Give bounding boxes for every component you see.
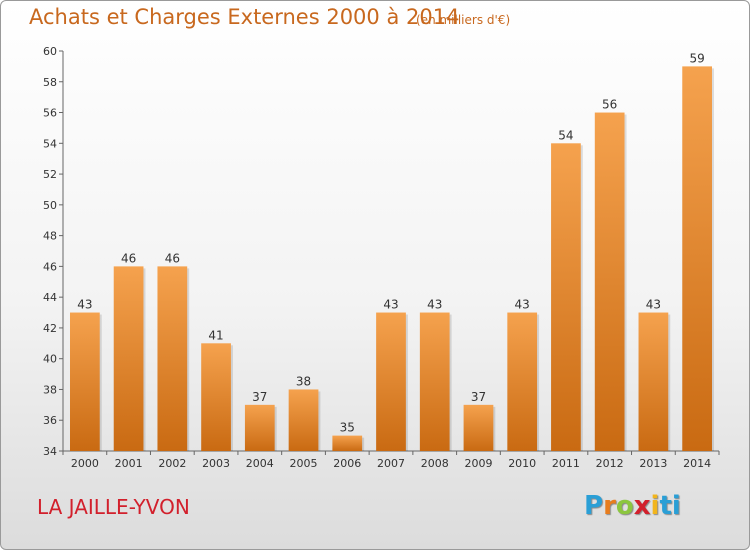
- y-tick-label: 46: [43, 260, 57, 273]
- data-label-2009: 37: [471, 390, 486, 404]
- bar-2004: [244, 404, 275, 451]
- chart-labels: 43 46 46 41 37 38 35 43 43 37 43 54 56 43 59: [77, 51, 705, 434]
- data-label-2001: 46: [121, 251, 136, 265]
- bar-2002: [157, 266, 188, 451]
- data-label-2014: 59: [689, 51, 704, 65]
- data-label-2006: 35: [340, 421, 355, 435]
- data-label-2007: 43: [383, 298, 398, 312]
- x-tick-label-2001: 2001: [115, 457, 143, 470]
- chart-bars: [69, 66, 715, 452]
- y-tick-label: 40: [43, 353, 57, 366]
- x-tick-label-2013: 2013: [639, 457, 667, 470]
- x-tick-label-2012: 2012: [596, 457, 624, 470]
- chart-title: Achats et Charges Externes 2000 à 2014: [29, 5, 460, 29]
- bar-2010: [507, 312, 538, 451]
- bar-2013: [638, 312, 669, 451]
- y-tick-label: 42: [43, 322, 57, 335]
- data-label-2005: 38: [296, 374, 311, 388]
- y-tick-label: 52: [43, 168, 57, 181]
- y-tick-label: 54: [43, 137, 57, 150]
- x-tick-label-2010: 2010: [508, 457, 536, 470]
- x-tick-label-2009: 2009: [464, 457, 492, 470]
- data-label-2013: 43: [646, 298, 661, 312]
- chart-axes: 34 36 38 40 42 44 46 48 50 52 54 56 58 60 2000 2001 2002…: [43, 45, 720, 470]
- x-tick-label-2004: 2004: [246, 457, 274, 470]
- city-name: LA JAILLE-YVON: [37, 495, 190, 519]
- bar-2014: [682, 66, 713, 451]
- data-label-2002: 46: [165, 251, 180, 265]
- x-tick-label-2003: 2003: [202, 457, 230, 470]
- proxiti-logo: Proxiti: [584, 491, 681, 521]
- bar-2006: [332, 435, 363, 451]
- y-tick-label: 38: [43, 383, 57, 396]
- data-label-2011: 54: [558, 128, 573, 142]
- bar-2009: [463, 404, 494, 451]
- y-tick-label: 34: [43, 445, 57, 458]
- bar-2007: [376, 312, 406, 451]
- x-tick-label-2008: 2008: [421, 457, 449, 470]
- bar-2012: [594, 112, 625, 452]
- data-label-2008: 43: [427, 298, 442, 312]
- bar-2011: [551, 143, 581, 452]
- data-label-2000: 43: [77, 298, 92, 312]
- x-tick-label-2007: 2007: [377, 457, 405, 470]
- data-label-2010: 43: [515, 298, 530, 312]
- y-tick-label: 50: [43, 199, 57, 212]
- bar-2001: [113, 266, 144, 451]
- bar-2003: [201, 343, 231, 451]
- x-tick-label-2002: 2002: [158, 457, 186, 470]
- x-tick-label-2006: 2006: [333, 457, 361, 470]
- x-tick-label-2005: 2005: [290, 457, 318, 470]
- y-tick-label: 36: [43, 414, 57, 427]
- data-label-2003: 41: [208, 328, 223, 342]
- x-tick-label-2011: 2011: [552, 457, 580, 470]
- data-label-2004: 37: [252, 390, 267, 404]
- x-tick-label-2000: 2000: [71, 457, 99, 470]
- y-tick-label: 58: [43, 76, 57, 89]
- y-tick-label: 48: [43, 230, 57, 243]
- x-tick-label-2014: 2014: [683, 457, 711, 470]
- y-tick-label: 44: [43, 291, 57, 304]
- y-tick-label: 56: [43, 107, 57, 120]
- bar-2000: [69, 312, 100, 451]
- data-label-2012: 56: [602, 98, 617, 112]
- y-tick-label: 60: [43, 45, 57, 58]
- chart-unit: (en milliers d'€): [416, 13, 511, 27]
- bar-2005: [288, 389, 319, 451]
- bar-2008: [419, 312, 450, 451]
